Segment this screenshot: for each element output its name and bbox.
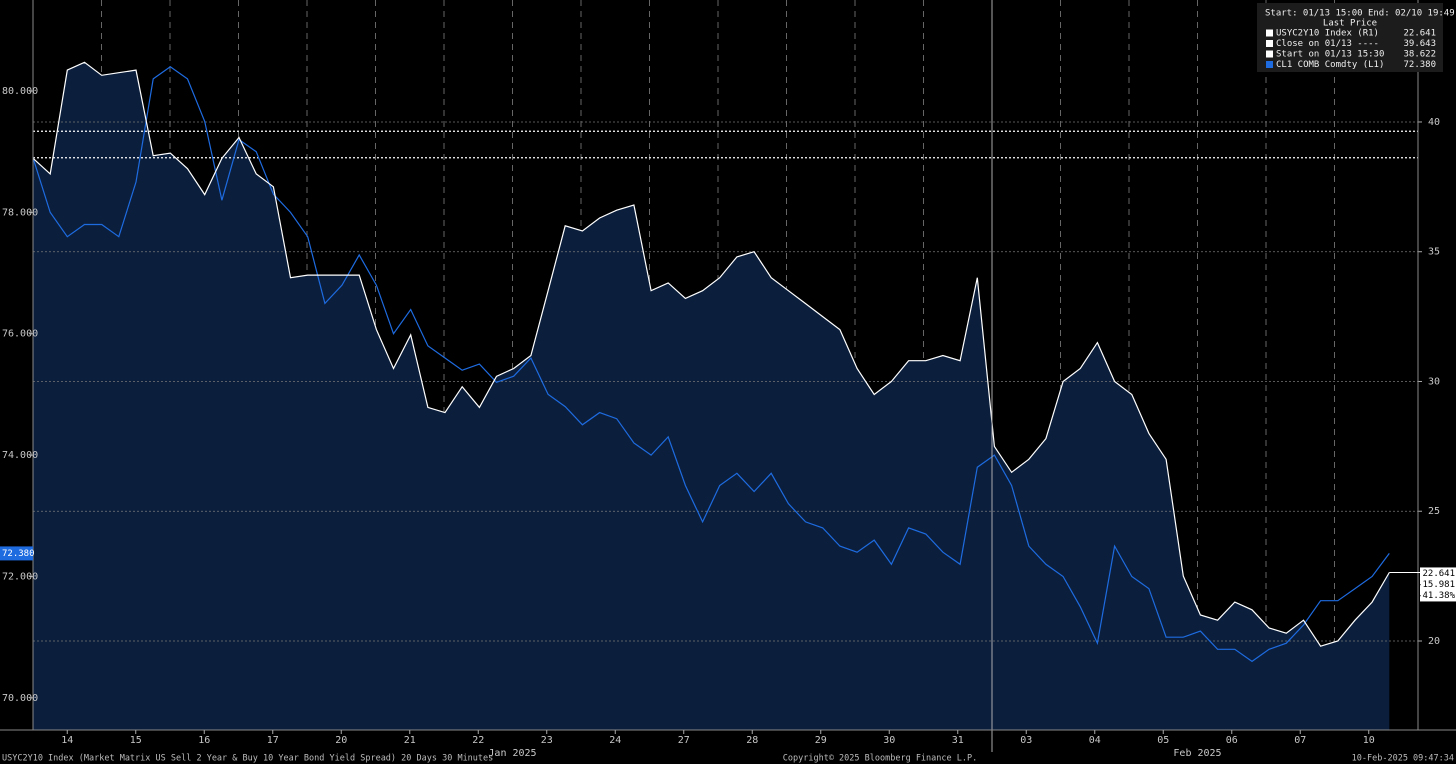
legend-name: CL1 COMB Comdty (L1) xyxy=(1276,60,1384,70)
x-tick-label: 14 xyxy=(61,735,73,746)
y-tick-label: 80.000 xyxy=(2,86,38,97)
area xyxy=(33,62,1390,731)
x-tick-label: 10 xyxy=(1363,735,1375,746)
legend-value: 39.643 xyxy=(1403,39,1436,49)
y2-tick-label: 35 xyxy=(1428,247,1440,258)
footer-right: 10-Feb-2025 09:47:34 xyxy=(1352,754,1454,764)
x-tick-label: 21 xyxy=(404,735,416,746)
legend-subheader: Last Price xyxy=(1323,19,1377,29)
legend-value: 72.380 xyxy=(1403,60,1436,70)
series-line xyxy=(32,65,1390,663)
footer-left: USYC2Y10 Index (Market Matrix US Sell 2 … xyxy=(2,754,493,764)
right-last-label: 22.641 xyxy=(1422,569,1455,579)
legend-name: Close on 01/13 ---- xyxy=(1276,39,1379,49)
x-tick-label: 05 xyxy=(1157,735,1169,746)
legend-value: 38.622 xyxy=(1403,50,1436,60)
footer-center: Copyright© 2025 Bloomberg Finance L.P. xyxy=(783,754,977,764)
legend-header: Start: 01/13 15:00 End: 02/10 19:49 xyxy=(1265,9,1455,19)
x-tick-label: 06 xyxy=(1226,735,1238,746)
y-tick-label: 76.000 xyxy=(2,329,38,340)
x-tick-label: 20 xyxy=(335,735,347,746)
month-label: Feb 2025 xyxy=(1173,748,1221,759)
legend-swatch xyxy=(1266,50,1273,58)
x-tick-label: 03 xyxy=(1020,735,1032,746)
x-tick-label: 24 xyxy=(609,735,621,746)
y-tick-label: 78.000 xyxy=(2,207,38,218)
legend-name: Start on 01/13 15:30 xyxy=(1276,50,1384,60)
left-last-label: 72.380 xyxy=(2,549,35,559)
x-tick-label: 27 xyxy=(678,735,690,746)
right-last-box xyxy=(1420,567,1456,602)
y2-tick-label: 40 xyxy=(1428,117,1440,128)
left-last-box xyxy=(0,546,33,561)
right-last-label: -41.38% xyxy=(1417,591,1456,601)
legend-swatch xyxy=(1266,40,1273,47)
legend-value: 22.641 xyxy=(1403,29,1436,39)
y2-tick-label: 20 xyxy=(1428,636,1440,647)
x-tick-label: 28 xyxy=(746,735,758,746)
y2-tick-label: 25 xyxy=(1428,506,1440,517)
legend-name: USYC2Y10 Index (R1) xyxy=(1276,29,1379,39)
legend-swatch xyxy=(1266,29,1273,37)
x-tick-label: 23 xyxy=(541,735,553,746)
x-tick-label: 07 xyxy=(1294,735,1306,746)
legend-swatch xyxy=(1266,61,1273,68)
right-last-label: -15.981 xyxy=(1417,580,1455,590)
x-tick-label: 04 xyxy=(1089,735,1101,746)
y-tick-label: 70.000 xyxy=(2,693,38,704)
y-tick-label: 74.000 xyxy=(2,450,38,461)
x-tick-label: 16 xyxy=(198,735,210,746)
y-tick-label: 72.000 xyxy=(2,571,38,582)
y2-tick-label: 30 xyxy=(1428,376,1440,387)
month-label: Jan 2025 xyxy=(488,748,536,759)
x-tick-label: 22 xyxy=(472,735,484,746)
x-tick-label: 15 xyxy=(130,735,142,746)
x-tick-label: 31 xyxy=(952,735,964,746)
legend-box xyxy=(1257,3,1443,72)
series-line xyxy=(32,61,1390,647)
x-tick-label: 29 xyxy=(815,735,827,746)
legend: Start: 01/13 15:00 End: 02/10 19:49Last … xyxy=(1257,3,1455,72)
x-tick-label: 30 xyxy=(883,735,895,746)
x-tick-label: 17 xyxy=(267,735,279,746)
